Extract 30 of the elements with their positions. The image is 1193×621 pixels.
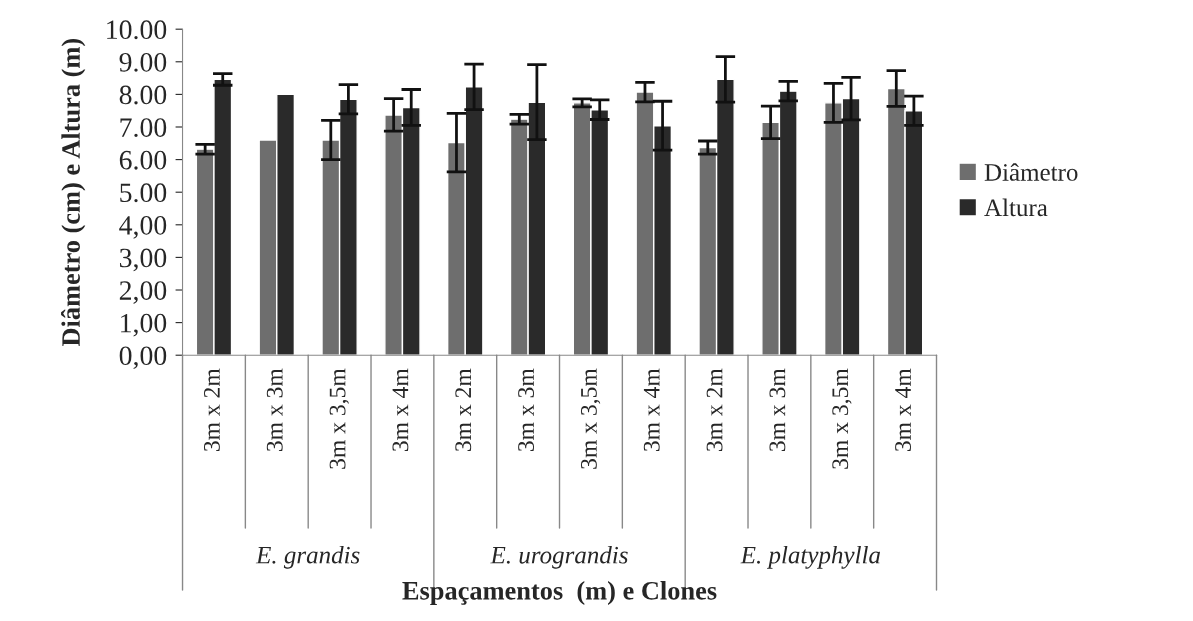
x-tick-label: 3m x 4m	[895, 368, 911, 452]
text: E. platyphylla	[740, 545, 881, 569]
y-tick-label: 1,00	[121, 313, 167, 337]
y-tick-label: 9.00	[119, 52, 167, 72]
y-tick-label: 3,00	[119, 248, 167, 272]
text: E. grandis	[255, 546, 360, 569]
x-tick-label: 3m x 4m	[392, 368, 409, 452]
x-tick-label: 3m x 3m	[518, 368, 535, 452]
x-axis-title: Espaçamentos (m) e Clones	[402, 581, 717, 606]
x-tick-label: 3m x 3,5m	[580, 368, 601, 469]
y-tick-label: 7.00	[120, 118, 167, 138]
x-tick-label: 3m x 2m	[706, 368, 723, 452]
x-tick-label: 3m x 2m	[203, 368, 220, 452]
x-tick-label: 3m x 3m	[266, 368, 283, 452]
y-tick-label: 5.00	[120, 183, 167, 203]
x-tick-label: 3m x 3,5m	[832, 368, 852, 469]
y-tick-label: 10.00	[107, 20, 167, 40]
y-tick-label: 2,00	[119, 281, 167, 304]
y-axis-title: Diâmetro (cm) e Altura (m)	[61, 38, 86, 347]
text: E. urograndis	[490, 546, 628, 569]
legend-label: Altura	[984, 198, 1048, 217]
y-tick-label: 4,00	[119, 215, 167, 239]
y-tick-label: 0,00	[119, 346, 167, 370]
legend-label: Diâmetro	[984, 163, 1078, 181]
y-tick-label: 8.00	[119, 85, 167, 105]
x-tick-label: 3m x 3m	[769, 368, 786, 452]
x-tick-label: 3m x 3,5m	[329, 368, 349, 469]
x-tick-label: 3m x 4m	[643, 368, 660, 452]
x-tick-label: 3m x 2m	[455, 368, 472, 452]
y-tick-label: 6.00	[119, 150, 167, 170]
